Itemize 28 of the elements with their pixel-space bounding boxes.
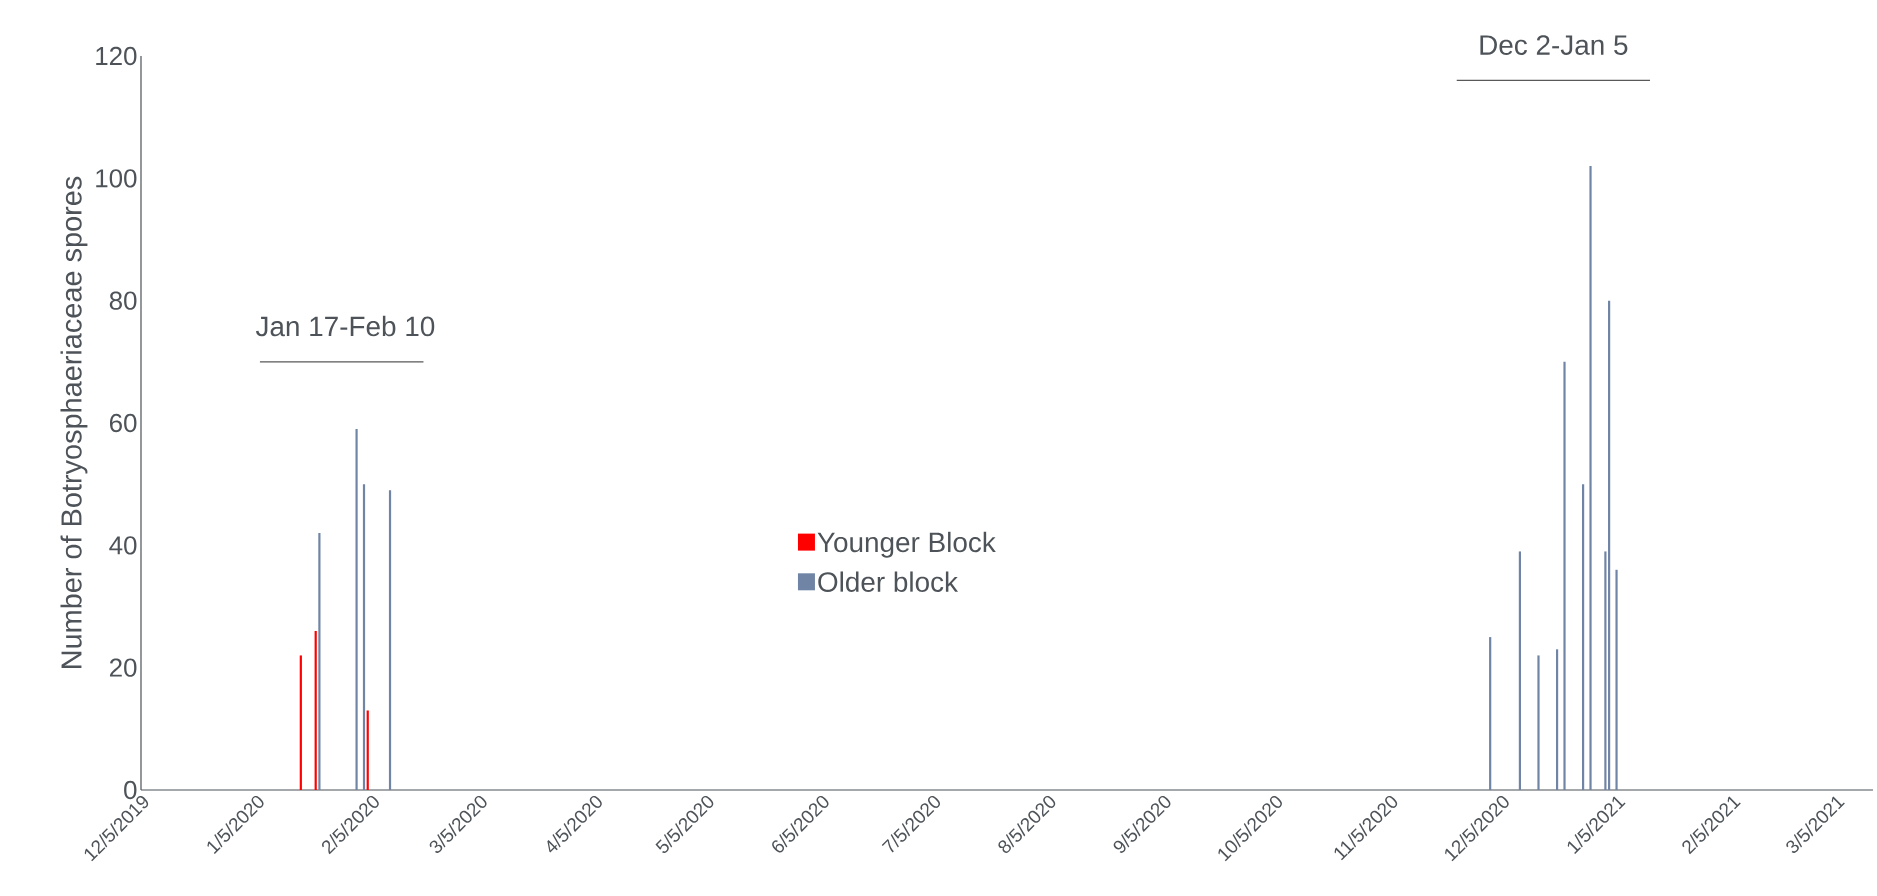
bar: [1589, 166, 1592, 790]
bar: [1604, 551, 1607, 790]
y-tick-label: 40: [109, 536, 137, 555]
y-tick-label: 80: [109, 291, 137, 310]
bar: [366, 710, 369, 790]
y-axis-title: Number of Botryosphaeriaceae spores: [60, 176, 88, 668]
bar: [355, 429, 358, 790]
bar: [1537, 655, 1540, 790]
annotation: Jan 17-Feb 10: [255, 315, 435, 337]
bar: [362, 484, 366, 790]
bar: [1555, 649, 1559, 790]
bar: [1563, 361, 1566, 790]
y-tick-label: 120: [96, 46, 137, 66]
bar: [1615, 569, 1618, 790]
bar: [299, 655, 302, 790]
y-tick-label: 20: [109, 658, 137, 677]
legend-label: Younger Block: [817, 531, 996, 558]
annotation: Dec 2-Jan 5: [1480, 35, 1628, 55]
bar: [314, 630, 317, 790]
bar: [388, 490, 392, 790]
bar: [1581, 484, 1585, 790]
bar: [318, 533, 321, 790]
bar: [1489, 637, 1492, 790]
y-tick-label: 60: [109, 413, 137, 433]
y-tick-label: 100: [96, 169, 137, 188]
legend-label: Older block: [818, 571, 959, 592]
bar: [1518, 551, 1522, 790]
bar: [1608, 300, 1611, 790]
